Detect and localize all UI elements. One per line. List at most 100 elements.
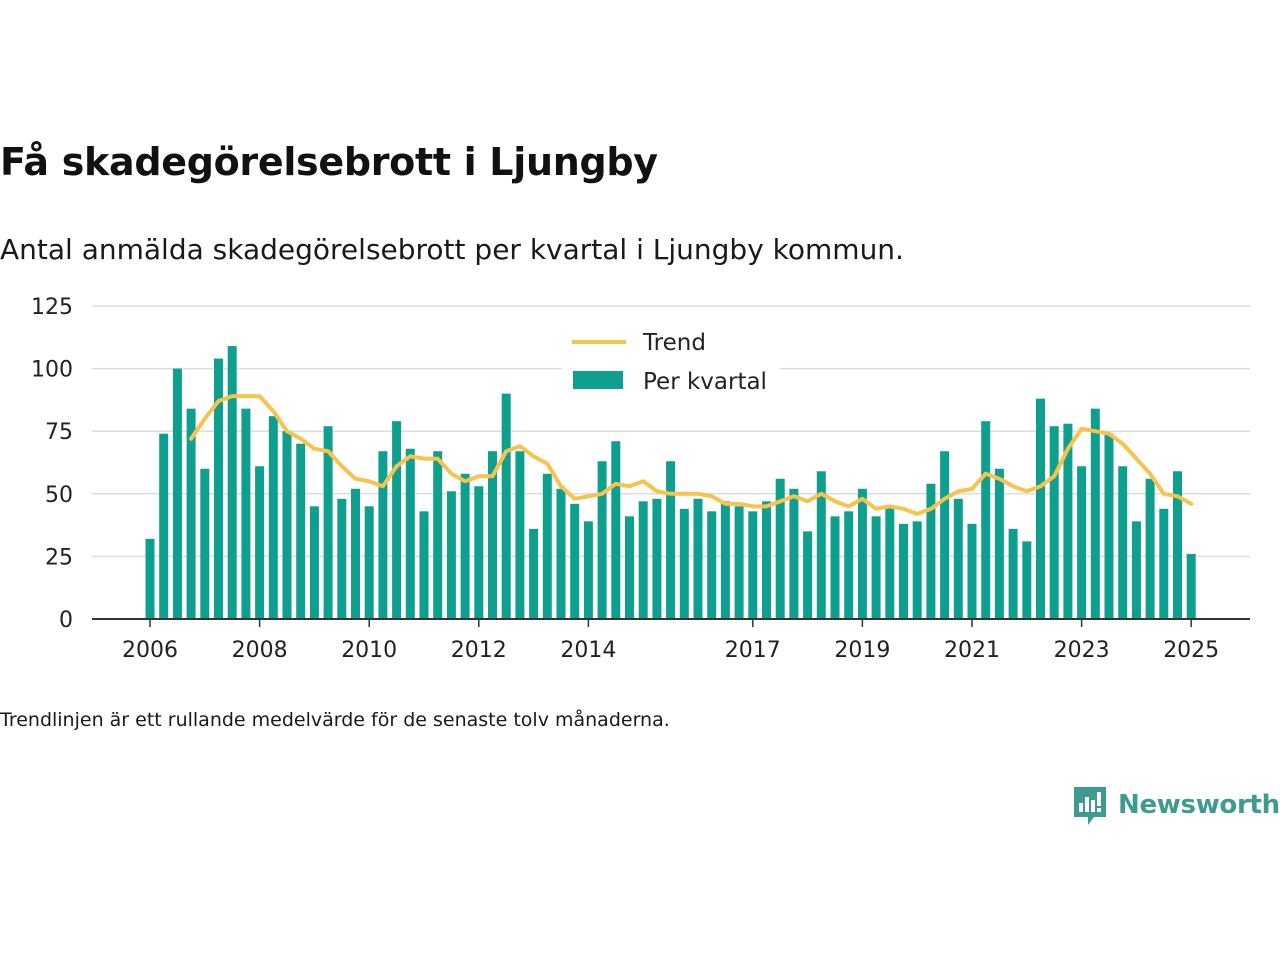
bar <box>145 538 155 619</box>
bar <box>570 503 580 619</box>
bar <box>446 491 456 619</box>
x-tick-label: 2006 <box>122 638 178 663</box>
x-tick-label: 2019 <box>834 638 890 663</box>
bar <box>241 408 251 619</box>
y-tick-label: 100 <box>31 358 73 383</box>
bar <box>762 501 771 619</box>
footnote: Trendlinjen är ett rullande medelvärde f… <box>0 709 670 731</box>
chart-subtitle: Antal anmälda skadegörelsebrott per kvar… <box>0 233 904 266</box>
bar <box>323 426 333 619</box>
bar <box>638 501 648 619</box>
bar <box>885 506 895 619</box>
bar <box>1145 478 1155 619</box>
bar <box>214 358 223 619</box>
bar <box>1008 528 1018 619</box>
bar <box>556 488 566 619</box>
y-tick-label: 0 <box>59 608 73 633</box>
y-tick-label: 75 <box>45 420 73 445</box>
bar <box>1036 398 1045 619</box>
bar <box>419 511 429 619</box>
bar <box>857 488 867 619</box>
bar <box>1159 508 1169 619</box>
x-axis-ticks: 2006 2008 2010 2012 2014 2017 2019 2021 2023 2025 <box>122 619 1219 663</box>
bar <box>1173 471 1182 619</box>
bar <box>816 471 826 619</box>
legend: Trend Per kvartal <box>562 322 780 398</box>
newsworthy-logo-icon <box>1074 787 1106 825</box>
bar <box>953 498 963 619</box>
x-tick-label: 2014 <box>560 638 616 663</box>
bar <box>542 473 552 619</box>
x-tick-label: 2023 <box>1054 638 1110 663</box>
bar <box>652 498 662 619</box>
bar <box>720 501 730 619</box>
bar <box>200 468 210 619</box>
trend-line <box>189 394 1194 516</box>
bar <box>227 346 237 619</box>
bar <box>378 451 388 619</box>
bar <box>994 468 1004 619</box>
bar <box>172 368 182 619</box>
bar <box>1049 426 1059 619</box>
bar <box>460 473 470 619</box>
y-tick-label: 125 <box>31 295 73 320</box>
bar <box>1118 466 1128 619</box>
bar <box>899 523 908 619</box>
bar <box>515 451 525 619</box>
bar <box>255 466 265 619</box>
bar <box>159 433 169 619</box>
bar <box>186 408 196 619</box>
bar <box>1186 553 1196 619</box>
bar <box>748 511 758 619</box>
bar <box>282 431 292 619</box>
bar <box>268 416 278 619</box>
bar <box>433 451 443 619</box>
bar <box>583 521 593 619</box>
bar <box>337 498 347 619</box>
legend-bars-label: Per kvartal <box>643 369 767 395</box>
bar <box>529 528 539 619</box>
bar <box>405 448 415 619</box>
bar <box>871 516 881 619</box>
bar <box>803 531 813 619</box>
bar <box>488 451 497 619</box>
x-tick-label: 2008 <box>232 638 288 663</box>
bar <box>474 486 484 619</box>
bar <box>830 516 840 619</box>
newsworthy-brand[interactable]: Newsworthy <box>1072 783 1280 827</box>
x-tick-label: 2017 <box>725 638 781 663</box>
bar <box>597 461 607 619</box>
legend-bars-swatch <box>573 371 623 389</box>
bar <box>1022 541 1032 619</box>
y-tick-label: 50 <box>45 483 73 508</box>
y-axis-labels: 0 25 50 75 100 125 <box>31 295 73 633</box>
x-tick-label: 2012 <box>451 638 507 663</box>
bar <box>940 451 950 619</box>
bar <box>501 393 511 619</box>
bar <box>1131 521 1141 619</box>
bar <box>912 521 922 619</box>
chart-title: Få skadegörelsebrott i Ljungby <box>0 140 658 184</box>
legend-trend-label: Trend <box>642 330 706 356</box>
bar <box>926 483 936 619</box>
bar <box>1090 408 1100 619</box>
bar <box>296 443 306 619</box>
bar <box>967 523 977 619</box>
bar <box>351 488 360 619</box>
bar <box>666 461 676 619</box>
brand-name: Newsworthy <box>1118 790 1280 820</box>
bar <box>775 478 785 619</box>
x-tick-label: 2025 <box>1163 638 1219 663</box>
bar <box>844 511 854 619</box>
bar <box>679 508 689 619</box>
bar <box>364 506 374 619</box>
bar <box>707 511 717 619</box>
bar <box>309 506 319 619</box>
bar <box>981 421 991 619</box>
y-tick-label: 25 <box>45 545 73 570</box>
trend-line-group <box>189 394 1194 516</box>
bar <box>611 441 621 619</box>
x-tick-label: 2021 <box>944 638 1000 663</box>
bar <box>392 421 402 619</box>
